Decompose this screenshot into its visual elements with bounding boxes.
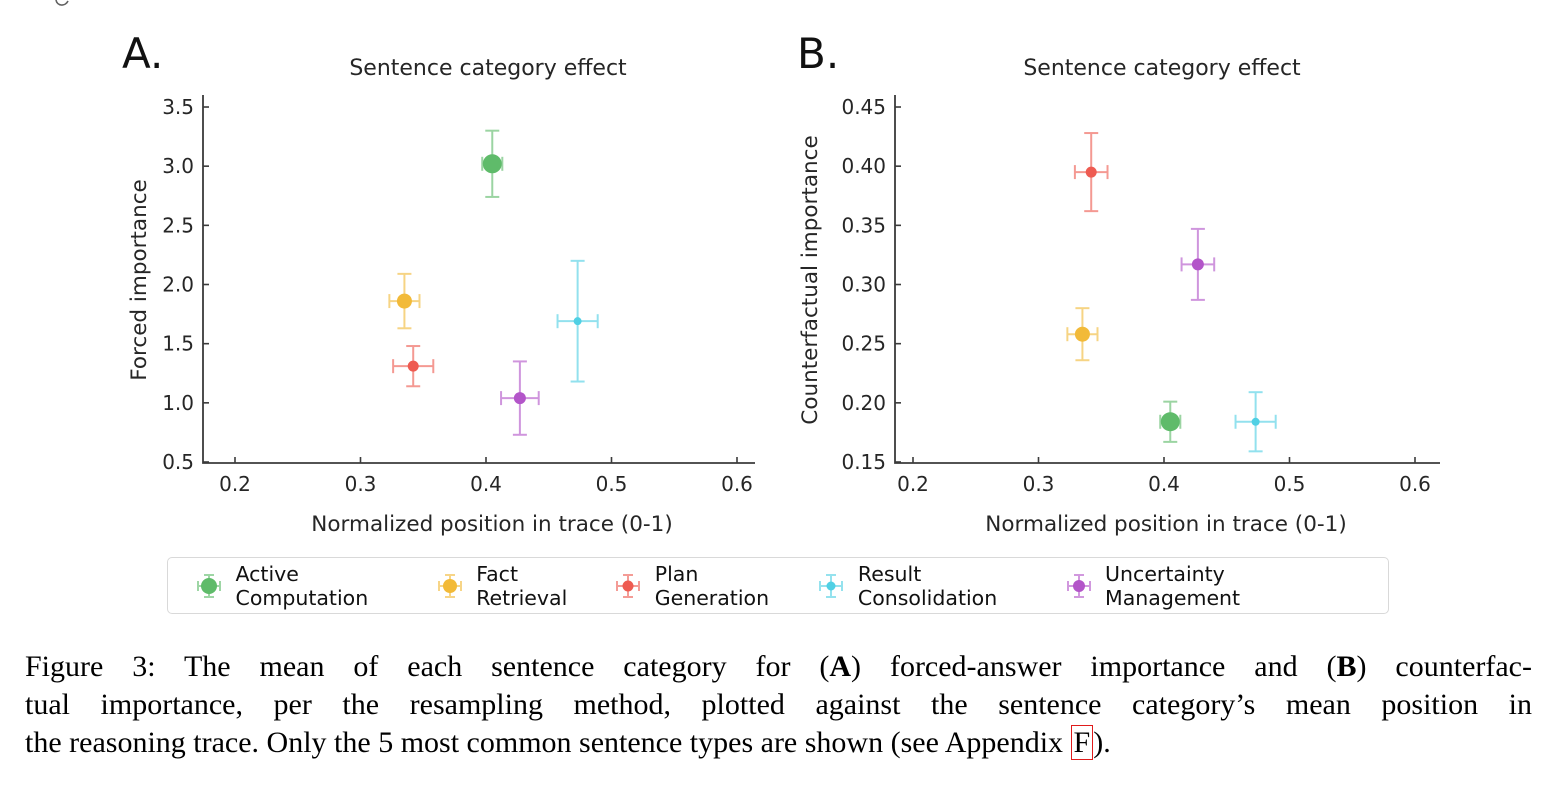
chart-title: Sentence category effect xyxy=(349,56,627,81)
legend-label: Result Consolidation xyxy=(857,561,998,610)
caption-line-2: tual importance, per the resampling meth… xyxy=(25,686,1532,724)
error-bars-active-computation xyxy=(481,129,504,198)
y-tick-label: 0.20 xyxy=(841,391,886,415)
figure-caption: Figure 3: The mean of each sentence cate… xyxy=(25,648,1532,762)
y-tick-label: 3.5 xyxy=(162,95,194,119)
y-axis-label: Counterfactual importance xyxy=(798,135,823,424)
error-bars-fact-retrieval xyxy=(1066,307,1099,362)
x-tick-label: 0.2 xyxy=(219,472,251,496)
data-point-uncertainty-management xyxy=(513,392,526,405)
panel-B: 0.2 0.3 0.4 0.5 0.6 0.15 0.20 0.25 0.30 0.35 0.40 0… xyxy=(798,56,1440,537)
errorbar-marker-icon xyxy=(819,573,844,598)
legend-label: Uncertainty Management xyxy=(1105,561,1241,610)
y-tick-label: 0.5 xyxy=(162,450,194,474)
y-tick-label: 0.15 xyxy=(841,450,886,474)
legend-label: Plan Generation xyxy=(654,561,770,610)
y-tick-label: 0.40 xyxy=(841,154,886,178)
errorbar-marker-icon xyxy=(1066,573,1091,598)
caption-text: Figure 3: The mean of each sentence cate… xyxy=(25,650,830,683)
caption-text: tual importance, per the resampling meth… xyxy=(25,688,1532,721)
data-point-fact-retrieval xyxy=(1074,326,1090,342)
panel-a-label: A. xyxy=(122,29,164,78)
x-tick-label: 0.4 xyxy=(470,472,502,496)
data-point-fact-retrieval xyxy=(396,293,412,309)
y-tick-label: 0.35 xyxy=(841,213,886,237)
caption-line-1: Figure 3: The mean of each sentence cate… xyxy=(25,648,1532,686)
data-point-plan-generation xyxy=(1085,166,1097,178)
x-tick-label: 0.4 xyxy=(1148,472,1180,496)
x-tick-label: 0.5 xyxy=(596,472,628,496)
legend-item-active-computation: Active Computation xyxy=(194,562,435,610)
caption-text: the reasoning trace. Only the 5 most com… xyxy=(25,726,1071,759)
legend: Active Computation Fact Retrieval Plan G… xyxy=(167,557,1389,614)
y-tick-label: 1.0 xyxy=(162,391,194,415)
y-tick-label: 0.45 xyxy=(841,95,886,119)
data-point-plan-generation xyxy=(407,360,419,372)
y-tick-label: 2.0 xyxy=(162,273,194,297)
legend-item-result-consolidation: Result Consolidation xyxy=(816,562,1063,610)
data-point-active-computation xyxy=(482,154,502,174)
appendix-link[interactable]: F xyxy=(1070,725,1094,760)
legend-item-uncertainty-management: Uncertainty Management xyxy=(1064,562,1362,610)
legend-item-plan-generation: Plan Generation xyxy=(613,562,816,610)
legend-label: Fact Retrieval xyxy=(476,561,568,610)
x-tick-label: 0.5 xyxy=(1274,472,1306,496)
data-point-result-consolidation xyxy=(573,317,582,326)
errorbar-marker-icon xyxy=(197,573,221,598)
y-axis-label: Forced importance xyxy=(127,179,152,381)
caption-line-3: the reasoning trace. Only the 5 most com… xyxy=(25,724,1532,762)
x-tick-label: 0.3 xyxy=(1023,472,1055,496)
errorbar-marker-icon xyxy=(437,573,462,598)
x-axis-label: Normalized position in trace (0-1) xyxy=(311,512,672,537)
chart-title: Sentence category effect xyxy=(1023,56,1301,81)
y-tick-label: 3.0 xyxy=(162,154,194,178)
legend-label: Active Computation xyxy=(235,561,369,610)
x-tick-label: 0.3 xyxy=(345,472,377,496)
y-tick-label: 2.5 xyxy=(162,213,194,237)
y-tick-label: 0.25 xyxy=(841,332,886,356)
caption-text: ) forced-answer importance and ( xyxy=(851,650,1337,683)
caption-text: ). xyxy=(1093,726,1111,759)
x-tick-label: 0.6 xyxy=(721,472,753,496)
caption-text: ) counterfac- xyxy=(1356,650,1532,683)
y-tick-label: 1.5 xyxy=(162,332,194,356)
x-tick-label: 0.2 xyxy=(897,472,929,496)
data-point-result-consolidation xyxy=(1251,417,1260,426)
y-tick-label: 0.30 xyxy=(841,273,886,297)
x-tick-label: 0.6 xyxy=(1399,472,1431,496)
legend-item-fact-retrieval: Fact Retrieval xyxy=(435,562,614,610)
panel-b-label: B. xyxy=(797,29,840,78)
charts-canvas: 0.2 0.3 0.4 0.5 0.6 0.5 1.0 1.5 2.0 2.5 3.0 3.5 Sent… xyxy=(127,56,1440,537)
panel-A: 0.2 0.3 0.4 0.5 0.6 0.5 1.0 1.5 2.0 2.5 3.0 3.5 Sent… xyxy=(127,56,755,537)
x-axis-label: Normalized position in trace (0-1) xyxy=(985,512,1346,537)
errorbar-marker-icon xyxy=(616,573,641,598)
caption-bold-ref: A xyxy=(829,650,852,683)
caption-bold-ref: B xyxy=(1336,650,1357,683)
data-point-uncertainty-management xyxy=(1191,258,1204,271)
data-point-active-computation xyxy=(1160,412,1180,432)
cropped-text-fragment xyxy=(55,0,69,6)
